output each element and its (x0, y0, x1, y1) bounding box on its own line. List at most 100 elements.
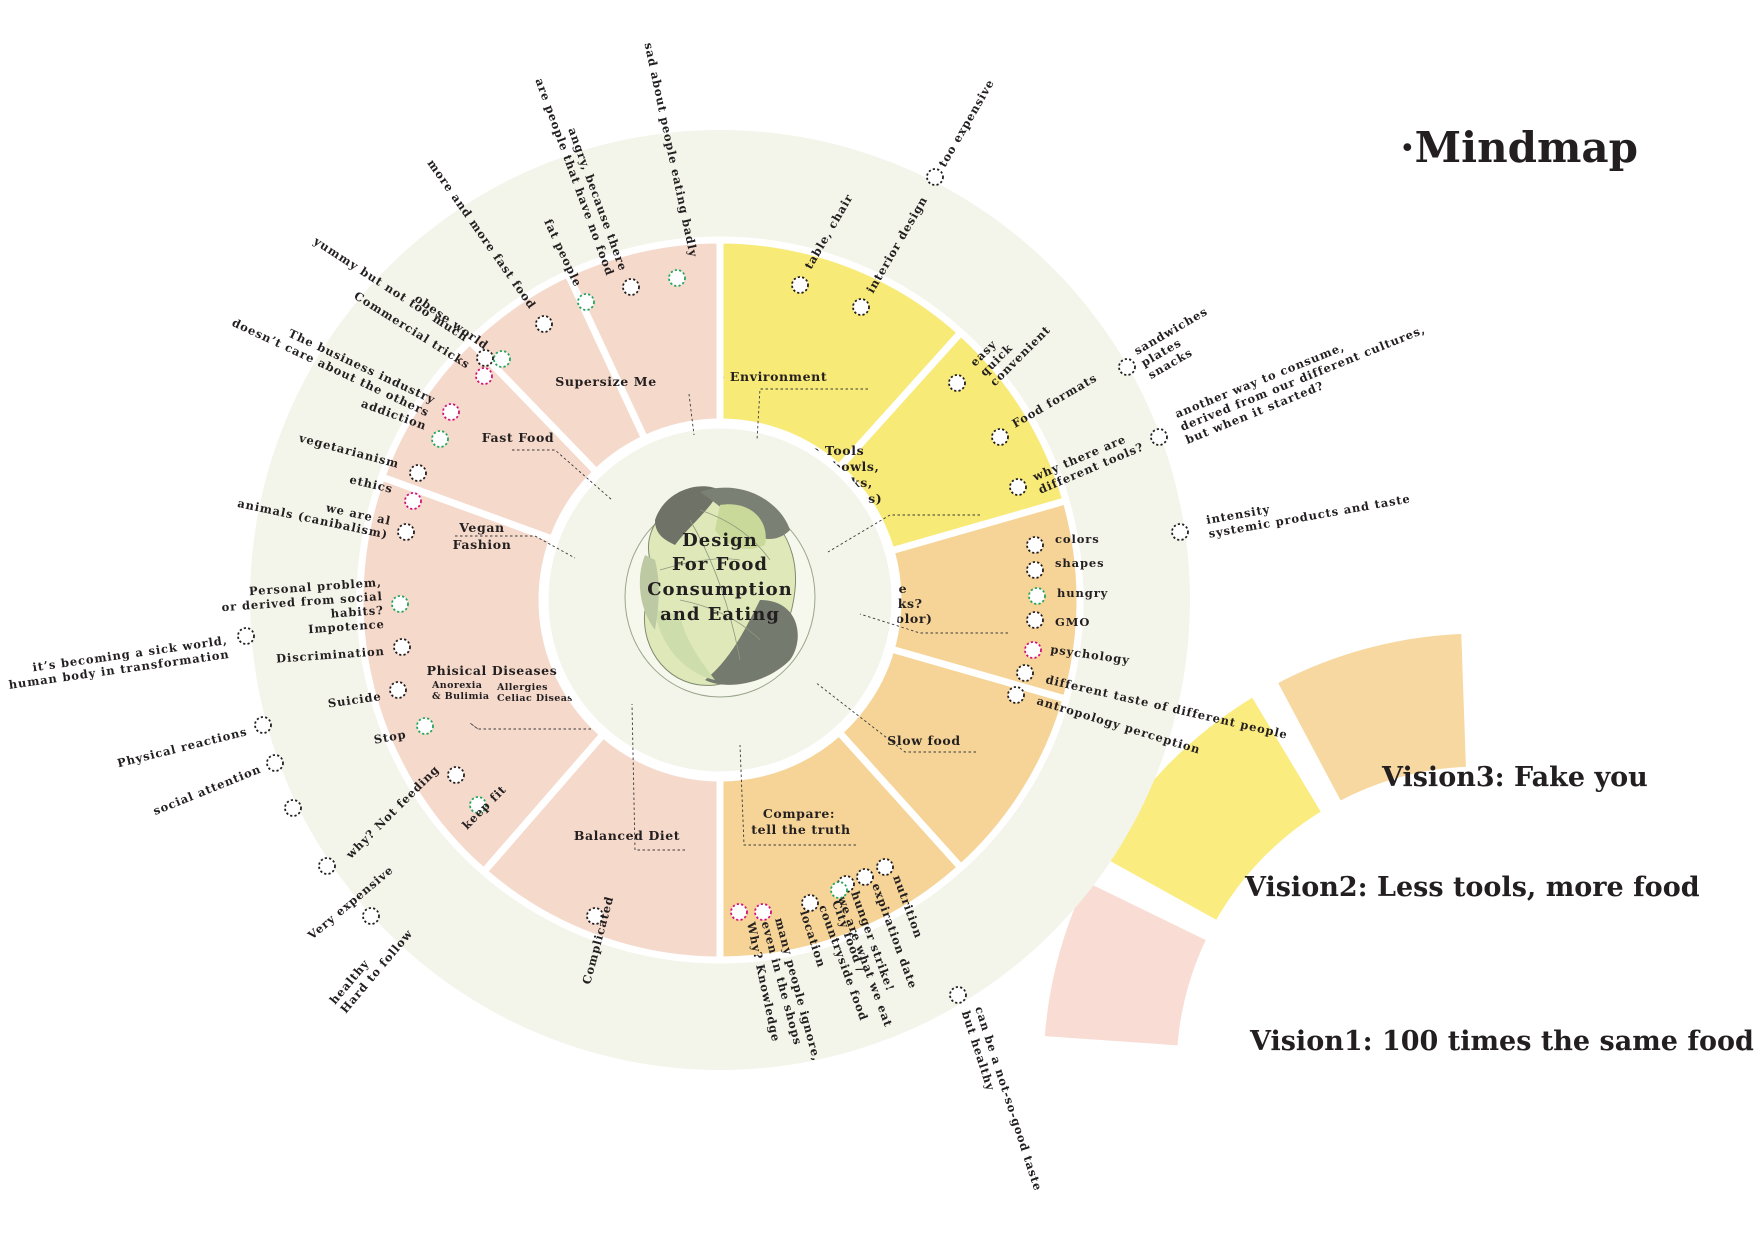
leaf-label: Stop (373, 727, 408, 747)
leaf-dot (1171, 523, 1189, 541)
connector-line (455, 535, 576, 559)
center-title-line: Consumption (647, 579, 793, 600)
leaf-dot (1028, 587, 1046, 605)
leaf-label: habits? (330, 603, 384, 621)
center-title-line: and Eating (660, 604, 780, 625)
leaf-dot (237, 627, 255, 645)
leaf-dot (1026, 611, 1044, 629)
connector-line (739, 744, 856, 846)
leaf-dot (668, 269, 686, 287)
leaf-dot (362, 907, 380, 925)
cabbage-leaf (655, 610, 715, 680)
leaf-dot (856, 868, 874, 886)
leaf-dot (791, 276, 809, 294)
leaf-dot (431, 430, 449, 448)
segment-label: Fast Food (482, 430, 554, 445)
cabbage-vein (699, 509, 771, 561)
leaf-dot (447, 766, 465, 784)
leaf-dot (991, 428, 1009, 446)
leaf-dot (622, 278, 640, 296)
vision-label: Vision1: 100 times the same food (1249, 1026, 1754, 1057)
leaf-dot (397, 523, 415, 541)
center-title: Design For Food Consumption and Eating (647, 530, 793, 625)
segment-label: The Environment (697, 369, 827, 384)
leaf-dot (476, 349, 494, 367)
connector-line (756, 388, 868, 441)
leaf-label: GMO (1055, 615, 1090, 629)
segment-sublabel: & Bulimia (432, 691, 489, 702)
leaf-dot (1007, 686, 1025, 704)
leaf-dot (318, 857, 336, 875)
segment-sublabel: Anorexia (431, 680, 482, 691)
leaf-dot (1009, 478, 1027, 496)
connector-line (814, 681, 976, 753)
leaf-dot (284, 799, 302, 817)
leaf-dot (1150, 428, 1168, 446)
leaf-dot (442, 403, 460, 421)
leaf-dot (1024, 641, 1042, 659)
vision-label: Vision3: Fake you (1381, 762, 1648, 793)
leaf-dot (801, 894, 819, 912)
leaf-dot (389, 681, 407, 699)
leaf-dot (404, 492, 422, 510)
leaf-dot (1026, 561, 1044, 579)
leaf-dot (926, 168, 944, 186)
leaf-label: too expensive (935, 77, 997, 170)
leaf-label: can be a not-so-good taste (972, 1005, 1045, 1193)
connector-line (688, 393, 695, 436)
segment-label: Slow food (887, 733, 960, 748)
vision-arcs (1037, 626, 1474, 1053)
segment-label: Balanced Diet (574, 828, 680, 843)
segment-label: Vegan (458, 520, 504, 535)
segment-label: tell the truth (751, 822, 850, 837)
leaf-dot (493, 350, 511, 368)
cabbage-vein (659, 558, 741, 571)
leaf-dot (266, 754, 284, 772)
cabbage-leaf (639, 555, 659, 630)
cabbage-vein (679, 599, 761, 641)
leaf-dot (1118, 358, 1136, 376)
cabbage-vein (689, 519, 741, 661)
leaf-dot (1026, 536, 1044, 554)
leaf-label: Physical reactions (116, 724, 249, 770)
leaf-dot (949, 986, 967, 1004)
leaf-dot (876, 858, 894, 876)
leaf-dot (535, 315, 553, 333)
leaf-dot (254, 716, 272, 734)
leaf-dot (830, 881, 848, 899)
leaf-dot (730, 903, 748, 921)
leaf-dot (1016, 664, 1034, 682)
leaf-dot (577, 293, 595, 311)
connector-line (631, 703, 685, 851)
segment-label: Phisical Diseases (427, 663, 558, 678)
leaf-label: shapes (1055, 556, 1105, 570)
cabbage-illustration (624, 486, 816, 698)
segment-sublabel: Allergies (496, 682, 548, 693)
segment-label: Compare: (763, 806, 835, 821)
page-title: ·Mindmap (1400, 123, 1638, 172)
cabbage-leaf (655, 486, 720, 545)
leaf-dot (948, 374, 966, 392)
leaf-dot (416, 717, 434, 735)
vision-labels: Vision3: Fake you Vision2: Less tools, mo… (1244, 762, 1754, 1057)
leaf-dot (852, 298, 870, 316)
leaf-label: Impotence (308, 617, 385, 636)
leaf-dot (391, 595, 409, 613)
leaf-label: social attention (151, 762, 263, 818)
cabbage-leaf (715, 504, 766, 550)
leaf-dot (475, 367, 493, 385)
cabbage-leaf (705, 600, 798, 685)
vision-label: Vision2: Less tools, more food (1244, 872, 1700, 903)
connector-lines (455, 388, 1008, 851)
segment-sublabel: Celiac Disease (497, 693, 579, 704)
leaf-dot (409, 464, 427, 482)
connector-line (827, 514, 980, 553)
segment-label: Supersize Me (555, 374, 657, 389)
segment-label: Fashion (453, 537, 512, 552)
connector-line (469, 722, 591, 730)
leaf-dot (754, 903, 772, 921)
vision-arc-3 (1268, 626, 1474, 810)
leaf-dot (469, 796, 487, 814)
leaf-label: colors (1055, 532, 1100, 546)
